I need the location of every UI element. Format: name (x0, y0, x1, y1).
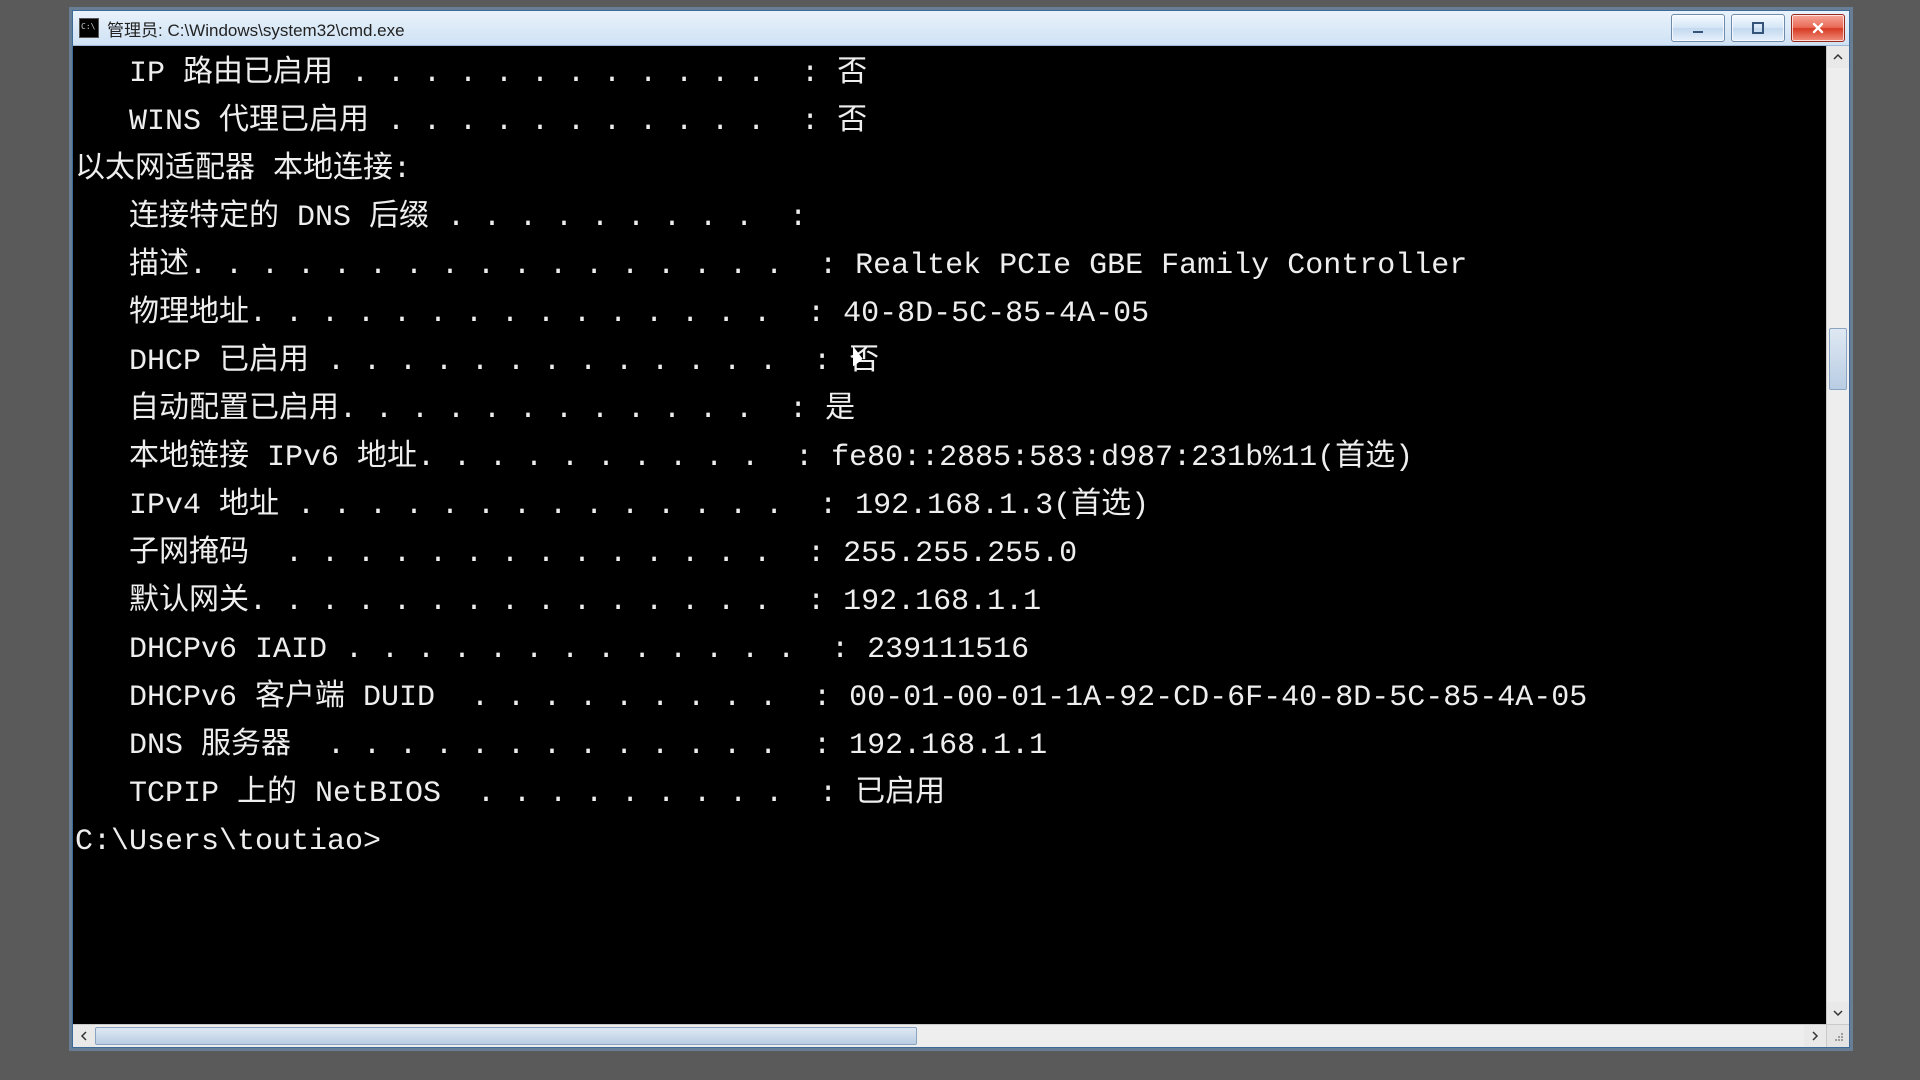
titlebar[interactable]: 管理员: C:\Windows\system32\cmd.exe (73, 11, 1849, 46)
scroll-up-arrow[interactable] (1827, 46, 1849, 68)
config-line: DHCPv6 IAID . . . . . . . . . . . . . : … (73, 626, 1826, 674)
hscroll-thumb[interactable] (95, 1027, 917, 1045)
close-button[interactable] (1791, 14, 1845, 42)
config-line: TCPIP 上的 NetBIOS . . . . . . . . . : 已启用 (73, 770, 1826, 818)
config-line: 本地链接 IPv6 地址. . . . . . . . . . : fe80::… (73, 434, 1826, 482)
cmd-icon (79, 18, 99, 38)
config-line: WINS 代理已启用 . . . . . . . . . . . : 否 (73, 98, 1826, 146)
adapter-header: 以太网适配器 本地连接: (73, 146, 1826, 194)
minimize-button[interactable] (1671, 14, 1725, 42)
minimize-icon (1691, 21, 1705, 35)
config-line: IP 路由已启用 . . . . . . . . . . . . : 否 (73, 50, 1826, 98)
hscroll-track[interactable] (95, 1025, 1804, 1047)
config-line: DNS 服务器 . . . . . . . . . . . . . : 192.… (73, 722, 1826, 770)
cmd-window: 管理员: C:\Windows\system32\cmd.exe IP 路由已启… (72, 10, 1850, 1048)
close-icon (1811, 21, 1825, 35)
resize-grip[interactable] (1826, 1025, 1849, 1047)
scroll-left-arrow[interactable] (73, 1025, 95, 1047)
chevron-up-icon (1833, 52, 1843, 62)
vscroll-track[interactable] (1827, 68, 1849, 1002)
config-line: DHCPv6 客户端 DUID . . . . . . . . . : 00-0… (73, 674, 1826, 722)
console-output[interactable]: IP 路由已启用 . . . . . . . . . . . . : 否 WIN… (73, 46, 1826, 1024)
window-controls (1671, 14, 1845, 42)
chevron-left-icon (79, 1031, 89, 1041)
vscroll-thumb[interactable] (1829, 328, 1847, 390)
config-line: IPv4 地址 . . . . . . . . . . . . . . : 19… (73, 482, 1826, 530)
scroll-down-arrow[interactable] (1827, 1002, 1849, 1024)
chevron-right-icon (1810, 1031, 1820, 1041)
maximize-button[interactable] (1731, 14, 1785, 42)
config-line: 描述. . . . . . . . . . . . . . . . . : Re… (73, 242, 1826, 290)
grip-icon (1832, 1030, 1844, 1042)
window-title: 管理员: C:\Windows\system32\cmd.exe (107, 16, 405, 41)
config-line: DHCP 已启用 . . . . . . . . . . . . . : 否 (73, 338, 1826, 386)
horizontal-scrollbar[interactable] (73, 1024, 1849, 1047)
config-line: 连接特定的 DNS 后缀 . . . . . . . . . : (73, 194, 1826, 242)
prompt-line: C:\Users\toutiao> (73, 818, 1826, 866)
config-line: 默认网关. . . . . . . . . . . . . . . : 192.… (73, 578, 1826, 626)
vertical-scrollbar[interactable] (1826, 46, 1849, 1024)
chevron-down-icon (1833, 1008, 1843, 1018)
config-line: 子网掩码 . . . . . . . . . . . . . . : 255.2… (73, 530, 1826, 578)
config-line: 物理地址. . . . . . . . . . . . . . . : 40-8… (73, 290, 1826, 338)
maximize-icon (1751, 21, 1765, 35)
client-area: IP 路由已启用 . . . . . . . . . . . . : 否 WIN… (73, 46, 1849, 1024)
config-line: 自动配置已启用. . . . . . . . . . . . : 是 (73, 386, 1826, 434)
scroll-right-arrow[interactable] (1804, 1025, 1826, 1047)
